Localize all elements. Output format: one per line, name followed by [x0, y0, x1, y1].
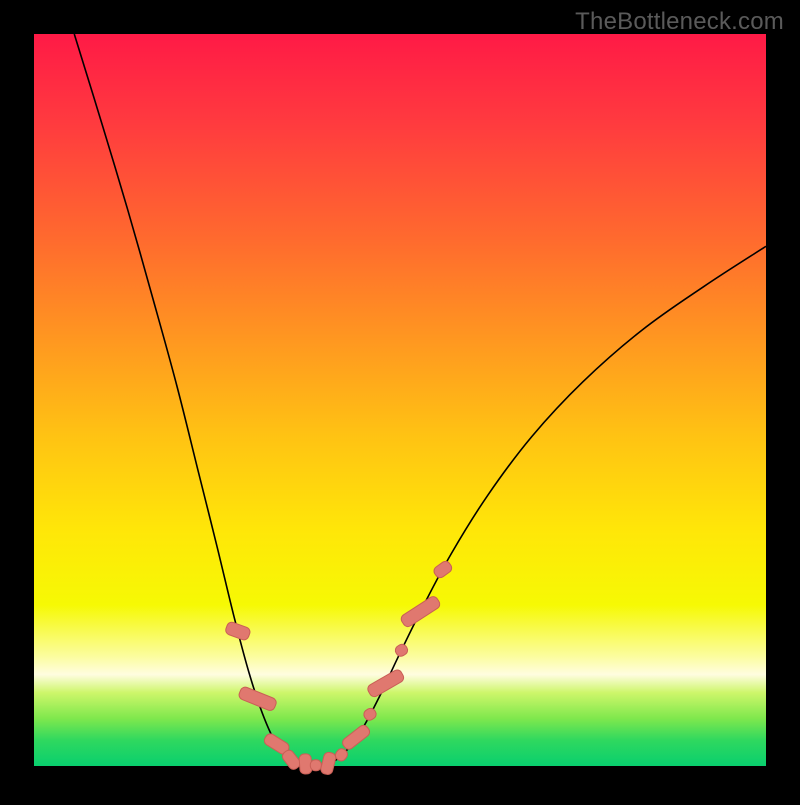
bottleneck-chart [0, 0, 800, 800]
curve-marker [310, 760, 321, 771]
watermark-text: TheBottleneck.com [575, 8, 784, 36]
plot-frame: TheBottleneck.com [0, 0, 800, 800]
